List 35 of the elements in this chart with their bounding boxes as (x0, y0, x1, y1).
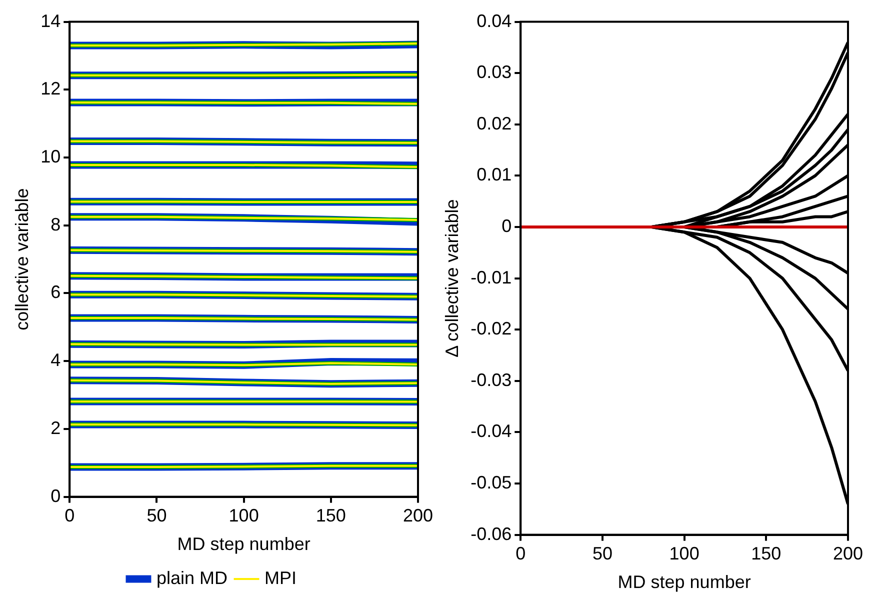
y-tick-label: -0.02 (470, 318, 512, 339)
y-tick-label: 4 (50, 350, 61, 370)
y-tick-label: 8 (50, 214, 61, 234)
x-tick-label: 150 (316, 506, 346, 526)
x-tick-label: 150 (751, 544, 782, 564)
x-tick-label: 200 (832, 544, 864, 564)
y-tick-label: 2 (50, 418, 61, 438)
x-tick-label: 0 (64, 506, 75, 526)
y-tick-label: -0.06 (470, 524, 512, 544)
x-tick-label: 0 (516, 544, 526, 564)
legend-label: MPI (264, 568, 297, 588)
x-tick-label: 50 (146, 506, 167, 526)
x-tick-label: 50 (592, 544, 612, 564)
y-tick-label: -0.01 (470, 267, 512, 288)
y-axis-title: Δ collective variable (442, 199, 462, 358)
y-tick-label: 10 (40, 146, 61, 166)
y-tick-label: 0.02 (476, 113, 512, 134)
y-tick-label: 0.01 (476, 164, 512, 185)
legend-label: plain MD (156, 568, 228, 588)
y-axis-title: collective variable (12, 188, 32, 330)
y-tick-label: -0.05 (470, 472, 512, 492)
x-axis-title: MD step number (177, 534, 310, 554)
x-axis-title: MD step number (618, 572, 751, 592)
y-tick-label: 0.04 (476, 10, 512, 31)
x-tick-label: 100 (228, 506, 259, 526)
y-tick-label: 6 (50, 282, 61, 302)
y-tick-label: -0.04 (470, 421, 512, 442)
y-tick-label: 12 (40, 78, 61, 99)
x-tick-label: 200 (402, 506, 434, 526)
y-tick-label: -0.03 (470, 370, 512, 390)
y-tick-label: 0.03 (476, 62, 512, 82)
y-tick-label: 14 (40, 10, 61, 31)
y-tick-label: 0 (502, 216, 512, 236)
x-tick-label: 100 (669, 544, 700, 564)
y-tick-label: 0 (50, 486, 61, 506)
